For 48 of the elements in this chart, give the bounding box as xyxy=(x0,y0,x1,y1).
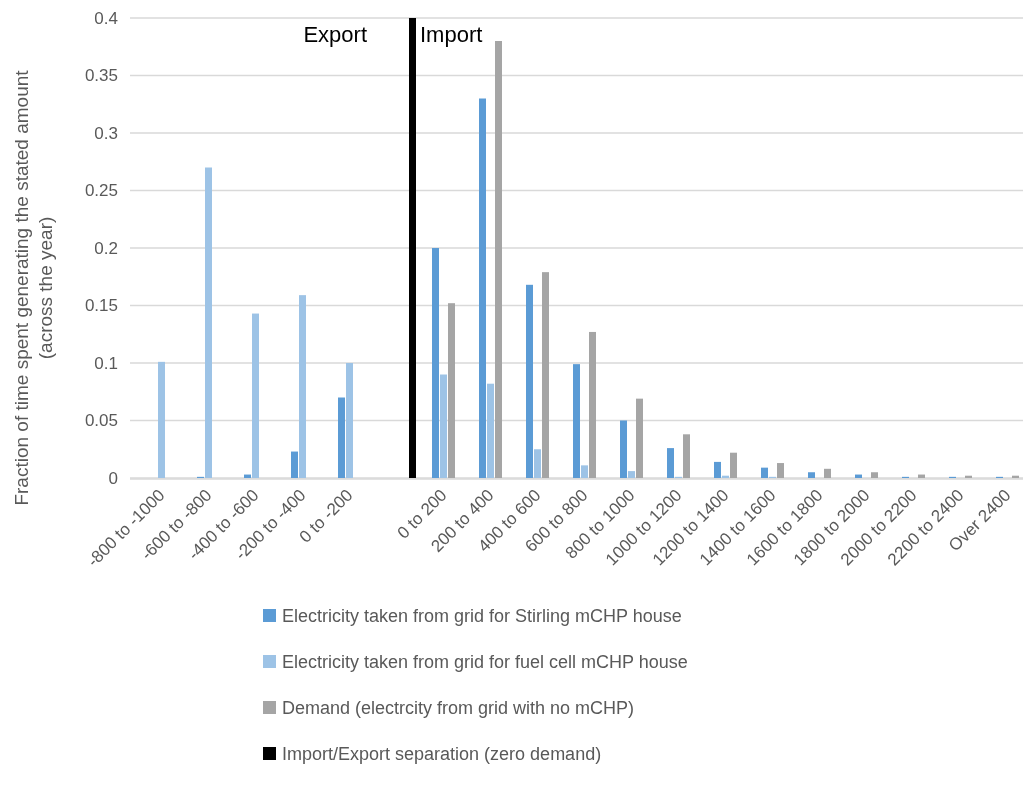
y-tick-label: 0.35 xyxy=(84,66,118,86)
y-tick-label: 0 xyxy=(108,468,118,488)
bar xyxy=(479,98,486,478)
bar xyxy=(299,295,306,478)
bar xyxy=(338,397,345,478)
bar xyxy=(628,471,635,478)
legend-label: Demand (electrcity from grid with no mCHP) xyxy=(282,698,635,719)
y-axis-title: Fraction of time spent generating the stated amount (across the year) xyxy=(11,69,56,506)
bar xyxy=(581,465,588,478)
bar xyxy=(440,374,447,478)
annotation: Export xyxy=(303,22,367,47)
bar xyxy=(761,467,768,478)
annotation: Import xyxy=(420,22,483,47)
legend-label: Electricity taken from grid for Stirling mCHP house xyxy=(282,606,682,627)
bar xyxy=(808,472,815,478)
bar xyxy=(409,18,416,478)
bar xyxy=(487,383,494,478)
bar xyxy=(573,364,580,478)
y-tick-label: 0.4 xyxy=(94,8,118,28)
bar xyxy=(534,449,541,478)
bar xyxy=(871,472,878,478)
bar xyxy=(526,284,533,478)
y-tick-label: 0.05 xyxy=(84,411,118,431)
bar xyxy=(542,272,549,478)
y-tick-label: 0.2 xyxy=(94,238,118,258)
bar xyxy=(495,41,502,478)
legend-label: Import/Export separation (zero demand) xyxy=(282,744,602,765)
bar xyxy=(291,451,298,478)
bar xyxy=(346,363,353,478)
bar xyxy=(432,248,439,478)
bar xyxy=(205,167,212,478)
bar xyxy=(667,448,674,478)
y-tick-label: 0.15 xyxy=(84,296,118,316)
bar xyxy=(158,361,165,478)
bar xyxy=(777,463,784,478)
bar xyxy=(448,303,455,478)
bar xyxy=(824,468,831,478)
bar xyxy=(683,434,690,478)
y-tick-label: 0.3 xyxy=(94,123,118,143)
bar xyxy=(730,452,737,478)
y-tick-label: 0.1 xyxy=(94,353,118,373)
y-tick-label: 0.25 xyxy=(84,181,118,201)
bar xyxy=(252,313,259,478)
bar xyxy=(714,461,721,478)
bar xyxy=(636,398,643,478)
bar xyxy=(620,420,627,478)
legend-label: Electricity taken from grid for fuel cell mCHP house xyxy=(282,652,688,673)
bar xyxy=(589,331,596,478)
